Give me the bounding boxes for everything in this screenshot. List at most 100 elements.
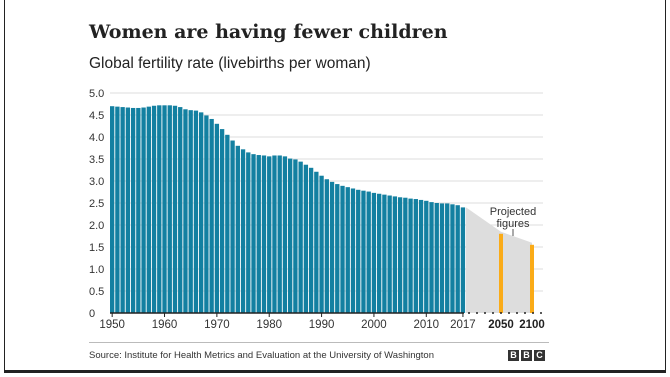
x-tick-label-projected: 2100 [519, 319, 545, 331]
footer-divider [89, 342, 549, 343]
bar [172, 105, 178, 313]
bar [214, 123, 220, 313]
bar [345, 187, 350, 313]
bar [382, 194, 387, 313]
x-tick-label: 1980 [256, 319, 282, 331]
y-tick-label: 3.5 [89, 154, 104, 166]
y-tick-label: 0.5 [89, 286, 104, 298]
projected-label-line2: figures [496, 218, 530, 230]
bar [329, 181, 335, 313]
y-tick-label: 5.0 [89, 88, 104, 100]
y-tick-label: 3.0 [89, 176, 104, 188]
y-tick-label: 4.0 [89, 132, 104, 144]
y-tick-label: 1.0 [89, 264, 104, 276]
bar [146, 106, 151, 313]
bbc-logo-letter: C [534, 350, 545, 361]
y-tick-label: 2.5 [89, 198, 104, 210]
bar [308, 167, 314, 313]
bar [261, 155, 267, 313]
y-tick-label: 0 [89, 308, 95, 320]
projected-bars [499, 233, 534, 313]
x-tick-label: 2000 [361, 319, 387, 331]
bar [267, 156, 272, 313]
bar [130, 107, 136, 314]
y-axis-ticks: 0 0.5 1.0 1.5 2.0 2.5 3.0 3.5 4.0 4.5 5.0 [89, 88, 104, 320]
bar [230, 140, 235, 313]
bar [240, 149, 246, 313]
y-tick-label: 4.5 [89, 110, 104, 122]
bar [209, 118, 214, 314]
bar [125, 107, 131, 314]
bar [418, 199, 424, 313]
x-tick-label: 1990 [309, 319, 335, 331]
bar [324, 179, 329, 313]
bar [366, 191, 371, 313]
bbc-logo: B B C [508, 350, 545, 361]
bar [314, 171, 319, 313]
bar [460, 207, 466, 313]
bar [120, 107, 125, 313]
bar [445, 203, 450, 313]
bar [392, 196, 398, 313]
bar [439, 203, 445, 313]
bar [110, 106, 115, 313]
projected-label-line1: Projected [490, 206, 536, 218]
x-tick-label: 1960 [152, 319, 178, 331]
x-axis-ticks: 1950 1960 1970 1980 1990 2000 2010 2017 2050 2100 [99, 313, 545, 331]
x-tick-label: 2010 [413, 319, 439, 331]
bar [413, 199, 418, 313]
bar [256, 155, 261, 313]
x-tick-label: 2017 [450, 319, 476, 331]
bar [371, 192, 377, 313]
bar [136, 107, 141, 314]
bar [356, 189, 361, 313]
bar [225, 134, 230, 313]
source-note: Source: Institute for Health Metrics and… [89, 350, 434, 361]
bar [157, 105, 162, 313]
bbc-logo-letter: B [521, 350, 532, 361]
bar [424, 200, 429, 313]
bar [219, 129, 225, 313]
bar [246, 152, 251, 313]
bar [335, 184, 340, 313]
x-tick-label: 1970 [204, 319, 230, 331]
bar [340, 185, 345, 313]
historical-bars [110, 105, 466, 314]
chart-subtitle: Global fertility rate (livebirths per wo… [89, 55, 371, 72]
bar [450, 204, 455, 313]
bar [455, 205, 460, 313]
y-tick-label: 1.5 [89, 242, 104, 254]
bar [319, 175, 324, 313]
bar [434, 203, 439, 313]
bar [293, 159, 298, 313]
bar [167, 105, 172, 313]
bar [282, 156, 288, 313]
bar [303, 164, 309, 313]
bar [115, 106, 120, 313]
y-tick-label: 2.0 [89, 220, 104, 232]
bar [183, 109, 188, 313]
bar [251, 154, 256, 313]
bar [377, 193, 382, 313]
bar [272, 155, 277, 313]
bar [199, 112, 204, 313]
bar [178, 107, 183, 313]
bar [204, 115, 209, 313]
x-tick-label-projected: 2050 [488, 319, 514, 331]
bar [298, 161, 303, 313]
projected-bar [499, 233, 503, 313]
projected-bar [530, 244, 534, 313]
chart-title: Women are having fewer children [89, 21, 448, 43]
bar [350, 188, 356, 313]
bar [235, 145, 240, 313]
bar [193, 110, 199, 313]
bar [288, 158, 293, 313]
bar [188, 110, 193, 313]
bar [277, 155, 282, 313]
bar [141, 107, 146, 314]
bar [408, 198, 413, 313]
x-tick-label: 1950 [99, 319, 125, 331]
bar [397, 197, 403, 313]
bar [403, 197, 408, 313]
